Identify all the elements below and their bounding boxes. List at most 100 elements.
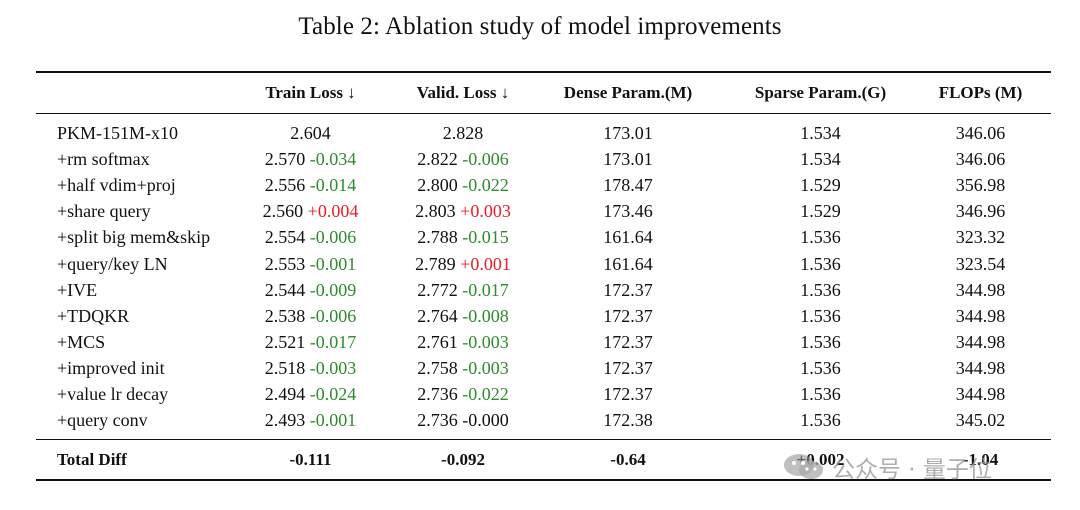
table-row: +MCS 2.521 -0.017 2.761 -0.003 172.37 1.536 3… — [36, 329, 1051, 355]
valid-loss-value: 2.828 — [442, 123, 484, 143]
valid-loss-value: 2.788 — [417, 227, 458, 248]
train-loss-value: 2.553 — [264, 253, 306, 274]
valid-loss-cell: 2.788 -0.015 — [388, 224, 538, 250]
sparse-param-cell: 1.536 — [800, 279, 841, 300]
valid-loss-value: 2.772 — [417, 279, 458, 300]
sparse-param-cell: 1.529 — [800, 201, 841, 222]
header-dense-param: Dense Param.(M) — [563, 83, 693, 102]
flops-cell: 344.98 — [955, 279, 1006, 300]
watermark-text: 公众号 · 量子位 — [832, 457, 992, 483]
train-loss-value: 2.556 — [264, 175, 306, 196]
train-loss-diff: -0.003 — [309, 357, 357, 378]
train-loss-cell: 2.521 -0.017 — [238, 329, 383, 355]
valid-loss-cell: 2.736 -0.022 — [388, 381, 538, 407]
row-label: PKM-151M-x10 — [57, 123, 179, 143]
dense-param-cell: 172.38 — [603, 410, 653, 431]
valid-loss-diff: +0.001 — [460, 253, 511, 274]
table-row: PKM-151M-x10 2.604 2.828 173.01 1.534 346.06 — [36, 120, 1051, 146]
watermark: 公众号 · 量子位 — [782, 452, 992, 483]
dense-param-cell: 172.37 — [603, 384, 653, 404]
valid-loss-cell: 2.800 -0.022 — [388, 172, 538, 198]
sparse-param-cell: 1.536 — [800, 227, 841, 248]
train-loss-cell: 2.553 -0.001 — [238, 251, 383, 277]
valid-loss-diff: -0.000 — [462, 410, 509, 431]
valid-loss-value: 2.761 — [417, 331, 458, 352]
train-loss-cell: 2.518 -0.003 — [238, 355, 383, 381]
dense-param-cell: 173.01 — [603, 149, 653, 170]
train-loss-cell: 2.556 -0.014 — [238, 172, 383, 198]
train-loss-diff: -0.024 — [309, 384, 357, 404]
table-row: +TDQKR 2.538 -0.006 2.764 -0.008 172.37 1.53… — [36, 303, 1051, 329]
train-loss-value: 2.538 — [264, 305, 306, 326]
valid-loss-cell: 2.764 -0.008 — [388, 303, 538, 329]
table-header-row: Train Loss ↓ Valid. Loss ↓ Dense Param.(… — [36, 80, 1051, 106]
dense-param-cell: 172.37 — [603, 331, 653, 352]
wechat-icon — [782, 452, 826, 482]
sparse-param-cell: 1.529 — [800, 175, 841, 196]
train-loss-diff: -0.034 — [309, 149, 357, 170]
valid-loss-value: 2.800 — [417, 175, 458, 196]
train-loss-value: 2.560 — [262, 201, 304, 222]
table-row: +half vdim+proj 2.556 -0.014 2.800 -0.022 1… — [36, 172, 1051, 198]
valid-loss-cell: 2.758 -0.003 — [388, 355, 538, 381]
train-loss-value: 2.521 — [264, 331, 306, 352]
sparse-param-cell: 1.536 — [800, 410, 841, 431]
table-row: +rm softmax 2.570 -0.034 2.822 -0.006 173.0… — [36, 146, 1051, 172]
valid-loss-diff: -0.015 — [462, 227, 509, 248]
row-label: +half vdim+proj — [57, 175, 176, 196]
valid-loss-cell: 2.828 — [388, 120, 538, 146]
train-loss-cell: 2.560 +0.004 — [238, 198, 383, 224]
valid-loss-value: 2.758 — [417, 357, 458, 378]
table-row: +value lr decay 2.494 -0.024 2.736 -0.022 1… — [36, 381, 1051, 407]
row-label: +IVE — [57, 279, 98, 300]
valid-loss-diff: -0.022 — [462, 384, 509, 404]
header-sparse-param: Sparse Param.(G) — [754, 83, 887, 102]
header-flops: FLOPs (M) — [938, 83, 1023, 102]
total-rule — [36, 439, 1051, 440]
dense-param-cell: 178.47 — [603, 175, 653, 196]
train-loss-cell: 2.544 -0.009 — [238, 277, 383, 303]
row-label: +TDQKR — [57, 305, 130, 326]
valid-loss-cell: 2.803 +0.003 — [388, 198, 538, 224]
train-loss-value: 2.554 — [264, 227, 306, 248]
dense-param-cell: 161.64 — [603, 253, 653, 274]
train-loss-cell: 2.570 -0.034 — [238, 146, 383, 172]
total-train-diff: -0.111 — [289, 450, 332, 469]
train-loss-cell: 2.554 -0.006 — [238, 224, 383, 250]
sparse-param-cell: 1.536 — [800, 253, 841, 274]
valid-loss-diff: -0.003 — [462, 357, 509, 378]
valid-loss-cell: 2.772 -0.017 — [388, 277, 538, 303]
train-loss-cell: 2.493 -0.001 — [238, 407, 383, 433]
dense-param-cell: 161.64 — [603, 227, 653, 248]
flops-cell: 323.54 — [955, 253, 1006, 274]
sparse-param-cell: 1.534 — [800, 123, 841, 143]
train-loss-diff: -0.009 — [309, 279, 357, 300]
flops-cell: 346.96 — [955, 201, 1006, 222]
valid-loss-diff: +0.003 — [460, 201, 511, 222]
flops-cell: 346.06 — [955, 149, 1006, 170]
row-label: +MCS — [57, 331, 106, 352]
valid-loss-cell: 2.789 +0.001 — [388, 251, 538, 277]
header-train-loss: Train Loss ↓ — [265, 83, 356, 102]
valid-loss-diff: -0.008 — [462, 305, 509, 326]
table-caption: Table 2: Ablation study of model improve… — [298, 13, 782, 40]
header-rule — [36, 113, 1051, 114]
train-loss-cell: 2.604 — [238, 120, 383, 146]
table-row: +IVE 2.544 -0.009 2.772 -0.017 172.37 1.536 3… — [36, 277, 1051, 303]
train-loss-value: 2.494 — [264, 384, 306, 404]
row-label: +query conv — [57, 410, 148, 431]
flops-cell: 344.98 — [955, 305, 1006, 326]
total-valid-diff: -0.092 — [441, 450, 485, 469]
flops-cell: 344.98 — [955, 384, 1006, 404]
train-loss-value: 2.570 — [264, 149, 306, 170]
dense-param-cell: 173.01 — [603, 123, 653, 143]
flops-cell: 344.98 — [955, 331, 1006, 352]
valid-loss-value: 2.736 — [417, 384, 458, 404]
row-label: +rm softmax — [57, 149, 150, 170]
train-loss-value: 2.544 — [264, 279, 306, 300]
table-row: +improved init 2.518 -0.003 2.758 -0.003 17… — [36, 355, 1051, 381]
table-row: +query/key LN 2.553 -0.001 2.789 +0.001 161… — [36, 251, 1051, 277]
sparse-param-cell: 1.536 — [800, 384, 841, 404]
table-row: +share query 2.560 +0.004 2.803 +0.003 173.… — [36, 198, 1051, 224]
train-loss-value: 2.493 — [264, 410, 306, 431]
